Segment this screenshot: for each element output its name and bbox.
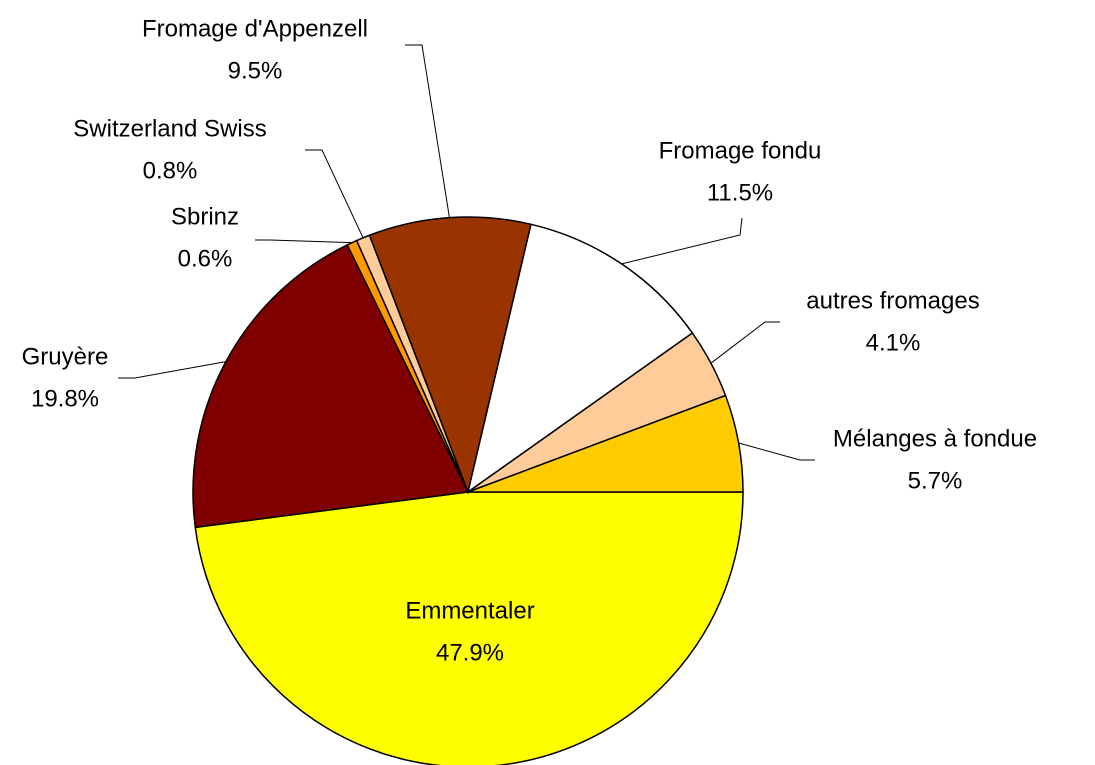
- slice-value-label: 9.5%: [228, 57, 283, 84]
- leader-line: [255, 239, 352, 244]
- leader-line: [118, 361, 226, 379]
- slice-label: Switzerland Swiss: [73, 115, 266, 142]
- slice-value-label: 5.7%: [908, 467, 963, 494]
- slice-value-label: 0.8%: [143, 157, 198, 184]
- leader-line: [305, 149, 364, 239]
- pie-slice: [192, 243, 470, 529]
- slice-value-label: 19.8%: [31, 385, 99, 412]
- leader-line: [738, 442, 815, 461]
- slice-label: Sbrinz: [171, 203, 239, 230]
- slice-label: autres fromages: [806, 287, 979, 314]
- slice-value-label: 0.6%: [178, 245, 233, 272]
- pie-slice: [466, 223, 694, 494]
- leader-line: [710, 321, 780, 364]
- slice-label: Fromage d'Appenzell: [142, 15, 368, 42]
- slice-value-label: 4.1%: [866, 329, 921, 356]
- slice-label: Fromage fondu: [659, 137, 822, 164]
- slice-value-label: 11.5%: [707, 179, 773, 206]
- slice-label: Emmentaler: [405, 597, 534, 624]
- leader-line: [621, 217, 743, 265]
- slice-label: Gruyère: [22, 343, 109, 370]
- slice-value-label: 47.9%: [436, 639, 504, 666]
- leader-line: [405, 44, 450, 218]
- pie-slice: [194, 491, 744, 765]
- slice-label: Mélanges à fondue: [833, 425, 1037, 452]
